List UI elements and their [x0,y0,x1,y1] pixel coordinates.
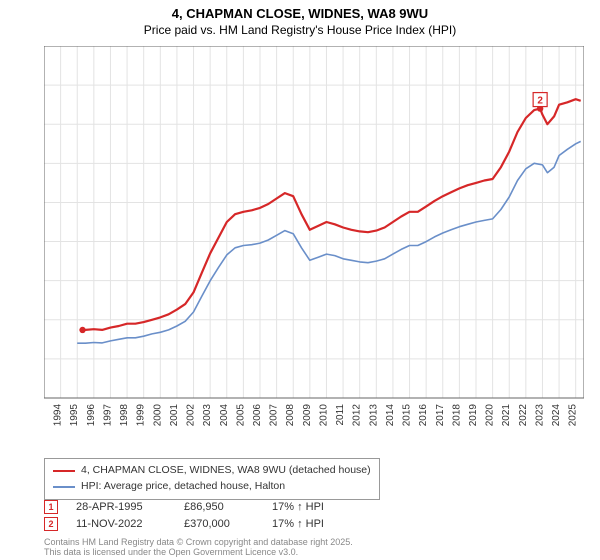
svg-text:2022: 2022 [518,404,529,426]
svg-text:2020: 2020 [485,404,496,426]
svg-text:2009: 2009 [302,404,313,426]
marker-price: £370,000 [184,518,254,530]
svg-text:2021: 2021 [501,404,512,426]
svg-text:2018: 2018 [451,404,462,426]
chart-title-line2: Price paid vs. HM Land Registry's House … [0,23,600,41]
marker-table: 1 28-APR-1995 £86,950 17% ↑ HPI 2 11-NOV-2022… [44,500,342,534]
svg-text:1997: 1997 [102,404,113,426]
svg-text:2023: 2023 [534,404,545,426]
svg-text:2012: 2012 [352,404,363,426]
legend-label-1: 4, CHAPMAN CLOSE, WIDNES, WA8 9WU (detac… [81,463,371,479]
svg-text:1993: 1993 [44,404,47,426]
legend-swatch-2 [53,486,75,488]
svg-text:2005: 2005 [235,404,246,426]
svg-text:2016: 2016 [418,404,429,426]
marker-row: 1 28-APR-1995 £86,950 17% ↑ HPI [44,500,342,514]
svg-text:1996: 1996 [86,404,97,426]
svg-text:2003: 2003 [202,404,213,426]
svg-text:2015: 2015 [402,404,413,426]
svg-text:2013: 2013 [368,404,379,426]
chart-title-line1: 4, CHAPMAN CLOSE, WIDNES, WA8 9WU [0,0,600,23]
footer: Contains HM Land Registry data © Crown c… [44,538,353,558]
svg-text:2002: 2002 [186,404,197,426]
legend-row-1: 4, CHAPMAN CLOSE, WIDNES, WA8 9WU (detac… [53,463,371,479]
svg-text:2024: 2024 [551,404,562,426]
marker-hpi: 17% ↑ HPI [272,501,342,513]
svg-text:2014: 2014 [385,404,396,426]
chart-container: 4, CHAPMAN CLOSE, WIDNES, WA8 9WU Price … [0,0,600,560]
svg-text:2010: 2010 [318,404,329,426]
svg-text:2000: 2000 [152,404,163,426]
svg-text:2001: 2001 [169,404,180,426]
legend-row-2: HPI: Average price, detached house, Halt… [53,479,371,495]
svg-text:2017: 2017 [435,404,446,426]
marker-id-box: 1 [44,500,58,514]
svg-text:2025: 2025 [568,404,579,426]
svg-text:2006: 2006 [252,404,263,426]
svg-text:2007: 2007 [269,404,280,426]
marker-row: 2 11-NOV-2022 £370,000 17% ↑ HPI [44,517,342,531]
marker-price: £86,950 [184,501,254,513]
chart-area: £0£50K£100K£150K£200K£250K£300K£350K£400… [44,46,584,426]
svg-text:2011: 2011 [335,404,346,426]
svg-text:2019: 2019 [468,404,479,426]
marker-date: 28-APR-1995 [76,501,166,513]
legend-swatch-1 [53,470,75,472]
svg-text:2: 2 [537,96,543,107]
svg-text:1999: 1999 [136,404,147,426]
marker-id-box: 2 [44,517,58,531]
svg-text:1995: 1995 [69,404,80,426]
marker-hpi: 17% ↑ HPI [272,518,342,530]
svg-text:1994: 1994 [53,404,64,426]
svg-text:2008: 2008 [285,404,296,426]
svg-text:2004: 2004 [219,404,230,426]
svg-text:1998: 1998 [119,404,130,426]
legend-label-2: HPI: Average price, detached house, Halt… [81,479,285,495]
legend: 4, CHAPMAN CLOSE, WIDNES, WA8 9WU (detac… [44,458,380,500]
marker-date: 11-NOV-2022 [76,518,166,530]
line-chart: £0£50K£100K£150K£200K£250K£300K£350K£400… [44,46,584,426]
footer-line-2: This data is licensed under the Open Gov… [44,548,353,558]
